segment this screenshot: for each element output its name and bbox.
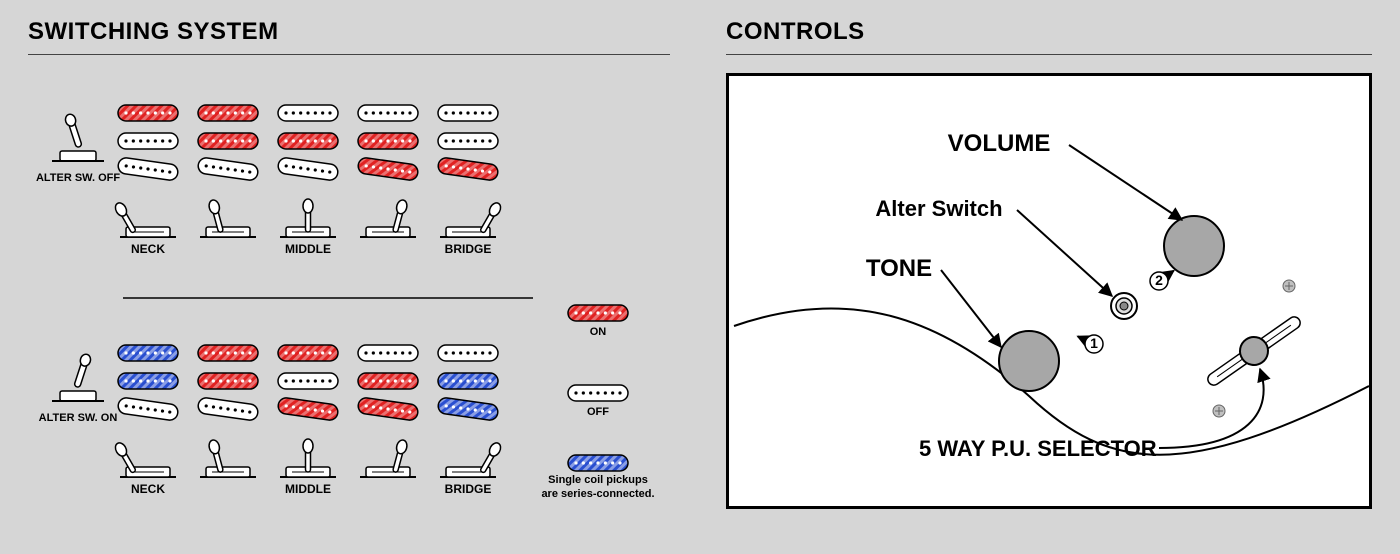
svg-text:ON: ON xyxy=(590,326,607,338)
pickup-icon xyxy=(198,133,258,149)
selector-position-icon xyxy=(113,201,176,237)
selector-position-icon xyxy=(360,199,416,237)
pickup-icon xyxy=(277,397,339,421)
pickup-icon xyxy=(358,345,418,361)
svg-text:OFF: OFF xyxy=(587,406,609,418)
pickup-icon xyxy=(568,305,628,321)
svg-text:1: 1 xyxy=(1090,335,1098,351)
alter-switch-label: Alter Switch xyxy=(875,196,1002,221)
selector-position-icon xyxy=(440,441,503,477)
leader-volume xyxy=(1069,145,1182,220)
volume-knob-icon xyxy=(1164,216,1224,276)
pickup-icon xyxy=(358,373,418,389)
svg-text:NECK: NECK xyxy=(131,482,165,496)
pickup-icon xyxy=(568,385,628,401)
pickup-icon xyxy=(437,397,499,421)
pickup-icon xyxy=(198,373,258,389)
pickup-icon xyxy=(438,345,498,361)
pickup-icon xyxy=(278,345,338,361)
pickup-icon xyxy=(438,133,498,149)
svg-text:ALTER SW. ON: ALTER SW. ON xyxy=(39,412,118,424)
switching-column: SWITCHING SYSTEM ALTER SW. OFF NECK MIDDLE… xyxy=(0,0,698,554)
selector-position-icon xyxy=(440,201,503,237)
alter-toggle-icon xyxy=(52,113,104,161)
selector-label: 5 WAY P.U. SELECTOR xyxy=(919,436,1157,461)
svg-text:MIDDLE: MIDDLE xyxy=(285,242,331,256)
pickup-icon xyxy=(118,133,178,149)
selector-position-icon xyxy=(200,199,256,237)
pickup-icon xyxy=(278,133,338,149)
pickup-icon xyxy=(198,105,258,121)
switching-rule xyxy=(28,54,670,55)
pickup-icon xyxy=(438,105,498,121)
pickup-icon xyxy=(437,157,499,181)
svg-text:BRIDGE: BRIDGE xyxy=(445,482,492,496)
pickup-icon xyxy=(117,397,179,421)
five-way-selector-icon xyxy=(1201,308,1307,394)
pickup-icon xyxy=(197,397,259,421)
pickup-icon xyxy=(278,105,338,121)
tone-knob-icon xyxy=(999,331,1059,391)
pickup-icon xyxy=(438,373,498,389)
selector-position-icon xyxy=(280,439,336,477)
pickup-icon xyxy=(118,373,178,389)
svg-text:ALTER SW. OFF: ALTER SW. OFF xyxy=(36,172,120,184)
screw-icon xyxy=(1283,280,1295,292)
alter-toggle-icon xyxy=(52,353,104,401)
selector-position-icon xyxy=(200,439,256,477)
pickup-icon xyxy=(358,105,418,121)
switching-diagram: ALTER SW. OFF NECK MIDDLE BRIDGE ALTER SW. O… xyxy=(28,73,668,523)
tone-label: TONE xyxy=(866,255,932,282)
pickup-icon xyxy=(278,373,338,389)
selector-position-icon xyxy=(113,441,176,477)
alter-arrow-1: 1 xyxy=(1078,335,1103,353)
pickup-icon xyxy=(568,455,628,471)
pickup-icon xyxy=(357,157,419,181)
switching-heading: SWITCHING SYSTEM xyxy=(28,18,670,46)
leader-tone xyxy=(941,270,1001,347)
pickup-icon xyxy=(358,133,418,149)
screw-icon xyxy=(1213,405,1225,417)
pickup-icon xyxy=(118,345,178,361)
pickup-icon xyxy=(198,345,258,361)
svg-text:are series-connected.: are series-connected. xyxy=(541,488,654,500)
pickup-icon xyxy=(118,105,178,121)
controls-rule xyxy=(726,54,1372,55)
controls-heading: CONTROLS xyxy=(726,18,1372,46)
volume-label: VOLUME xyxy=(948,130,1051,157)
svg-text:MIDDLE: MIDDLE xyxy=(285,482,331,496)
selector-position-icon xyxy=(280,199,336,237)
pickup-icon xyxy=(357,397,419,421)
pickup-icon xyxy=(117,157,179,181)
controls-column: CONTROLS VOLUME Alter Switch TONE 5 WAY P.U… xyxy=(698,0,1400,554)
svg-text:Single coil pickups: Single coil pickups xyxy=(548,474,648,486)
leader-alter xyxy=(1017,210,1112,296)
svg-text:2: 2 xyxy=(1155,272,1163,288)
svg-text:BRIDGE: BRIDGE xyxy=(445,242,492,256)
pickup-icon xyxy=(277,157,339,181)
pickup-icon xyxy=(197,157,259,181)
alter-arrow-2: 2 xyxy=(1150,271,1174,290)
svg-text:NECK: NECK xyxy=(131,242,165,256)
alter-switch-icon xyxy=(1111,293,1137,319)
controls-diagram: VOLUME Alter Switch TONE 5 WAY P.U. SELECTO… xyxy=(726,73,1372,509)
selector-position-icon xyxy=(360,439,416,477)
